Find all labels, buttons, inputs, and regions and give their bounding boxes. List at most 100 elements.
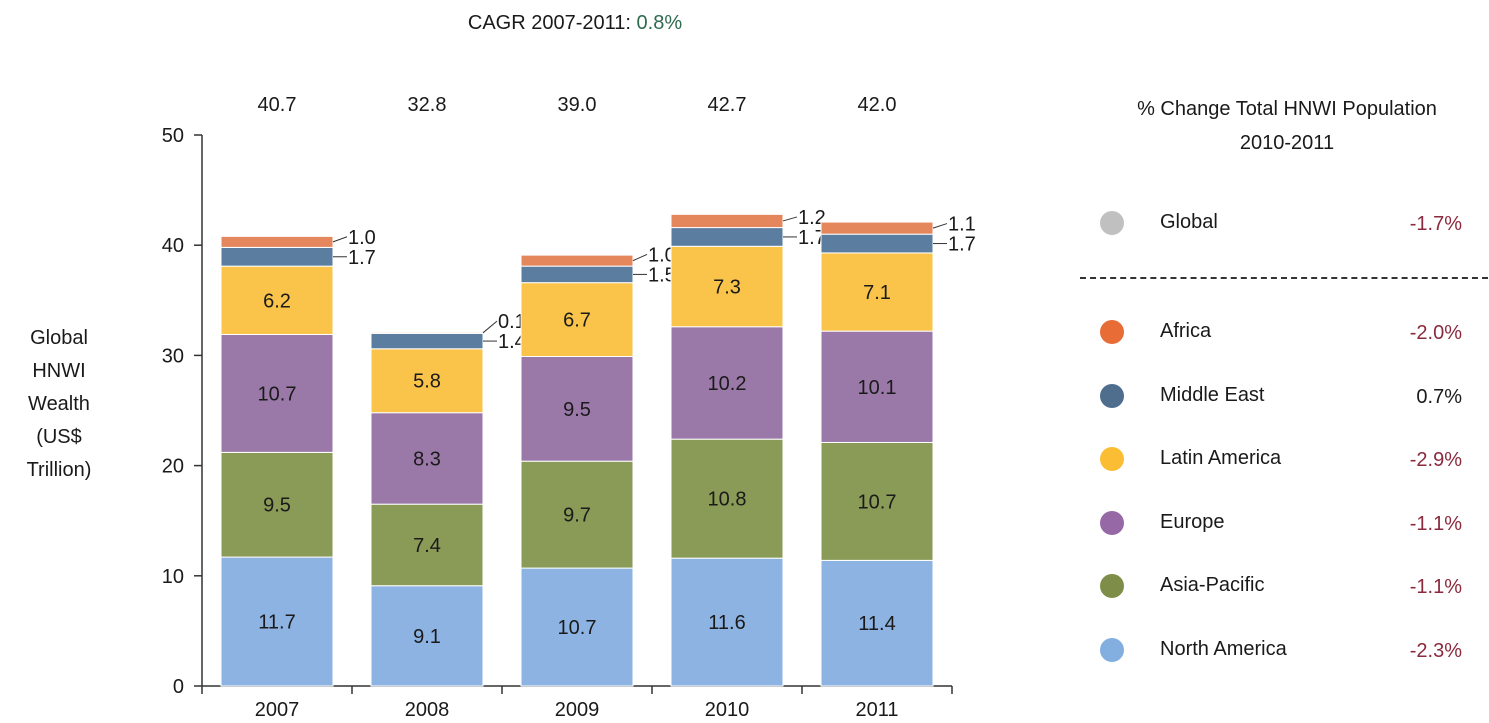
legend-item-pct: -2.0% [1409,322,1462,344]
y-axis-label: Global HNWI Wealth (US$ Trillion) [4,322,114,487]
data-label: 6.2 [263,290,291,312]
leader-line [332,236,348,243]
legend-item: Europe -1.1% [1100,502,1470,542]
x-tick-label: 2007 [255,699,300,721]
bar-segment [370,503,484,587]
data-label-outside: 1.7 [948,234,976,256]
data-label-outside: 1.4 [498,331,526,353]
bar-segment [370,412,484,505]
legend-dot [1100,637,1124,662]
bar-segment [220,333,334,453]
bar-segment [220,235,334,248]
bar-total-label: 32.8 [408,94,447,116]
legend-title-line: 2010-2011 [1239,132,1335,154]
x-tick-label: 2010 [705,699,750,721]
bar-segment [520,265,634,284]
data-label-outside: 1.1 [948,214,976,236]
data-label: 7.3 [713,277,741,299]
legend-item: North America -2.3% [1100,629,1470,669]
data-label-outside: 0.1 [498,311,526,333]
legend-item: Middle East 0.7% [1100,375,1470,415]
bar-total-label: 40.7 [258,94,297,116]
legend-dot [1100,574,1124,598]
data-label: 10.7 [258,383,297,405]
data-label: 7.1 [863,282,891,304]
data-label: 9.5 [563,399,591,421]
bar-total-label: 39.0 [558,94,597,116]
bar-segment [670,213,784,229]
legend-dot [1100,320,1124,344]
bar-total-label: 42.0 [858,94,897,116]
data-label: 10.8 [708,489,747,511]
bar-segment [520,254,634,267]
y-axis-label-line: Global [30,327,88,349]
data-label-outside: 1.7 [798,227,826,249]
bar-segment [820,233,934,254]
bar-segment [670,245,784,328]
y-tick-label: 20 [162,456,184,478]
legend-dot [1100,447,1124,471]
data-label: 7.4 [413,535,441,557]
leader-line [482,320,498,334]
data-label: 10.7 [558,617,597,639]
legend-item-pct: -2.9% [1409,449,1462,471]
legend-dot [1100,211,1124,235]
legend-title-line: % Change Total HNWI Population [1137,98,1437,120]
bar-segment [670,438,784,559]
data-label-outside: 1.0 [348,227,376,249]
y-tick-label: 10 [162,566,184,588]
x-tick-label: 2009 [555,699,600,721]
cagr-label: CAGR 2007-2011: [467,12,631,34]
bar-segment [820,559,934,687]
data-label: 11.7 [258,612,295,634]
stacked-bar-chart: 0102030405011.79.510.76.21.71.040.720079… [162,94,976,721]
bar-segment [820,221,934,235]
bar-segment [520,567,634,687]
data-label-outside: 1.2 [798,207,826,229]
legend-item-name: Global [1160,211,1218,233]
legend-item-name: Europe [1160,510,1225,533]
x-tick-label: 2011 [855,699,898,721]
legend-item: Latin America -2.9% [1100,438,1470,478]
legend-item-pct: -1.1% [1409,576,1462,598]
bar-segment [220,451,334,558]
data-label: 10.7 [858,491,897,513]
bar-segment [670,326,784,440]
bar-segment [370,331,484,334]
data-label: 9.7 [563,505,591,527]
legend-item-global: Global -1.7% [1100,202,1470,242]
x-tick-label: 2008 [405,699,450,721]
bar-segment [370,332,484,350]
data-label: 9.5 [263,495,291,517]
y-tick-label: 30 [162,345,184,367]
bar-segment [520,282,634,358]
data-label: 11.6 [708,612,745,634]
legend-item-pct: -1.1% [1409,512,1462,535]
legend-item-name: Latin America [1160,447,1282,469]
bar-segment [670,557,784,687]
leader-line [632,253,648,262]
legend-item-pct: -2.3% [1409,639,1462,662]
data-label-outside: 1.5 [648,264,676,286]
legend-item-name: Africa [1160,320,1212,342]
bar-total-label: 42.7 [708,94,747,116]
leader-line [782,216,798,222]
legend-dot [1100,383,1124,408]
bar-segment [820,441,934,561]
bar-segment [220,246,334,267]
legend-title: % Change Total HNWI Population 2010-2011 [1090,92,1484,160]
data-label: 6.7 [563,310,591,332]
legend-item-pct: 0.7% [1416,385,1462,408]
data-label: 10.1 [858,377,897,399]
cagr-title: CAGR 2007-2011: 0.8% [0,12,1150,35]
data-label: 10.2 [708,373,747,395]
bar-segment [520,356,634,462]
legend-item-name: Asia-Pacific [1160,574,1265,596]
y-axis-label-line: HNWI [32,360,86,382]
y-tick-label: 40 [162,235,184,257]
y-axis-label-line: (US$ [36,426,82,448]
y-axis-label-line: Trillion) [26,459,92,481]
bar-segment [670,227,784,247]
legend-item-name: Middle East [1160,383,1265,406]
y-tick-label: 0 [173,676,184,698]
